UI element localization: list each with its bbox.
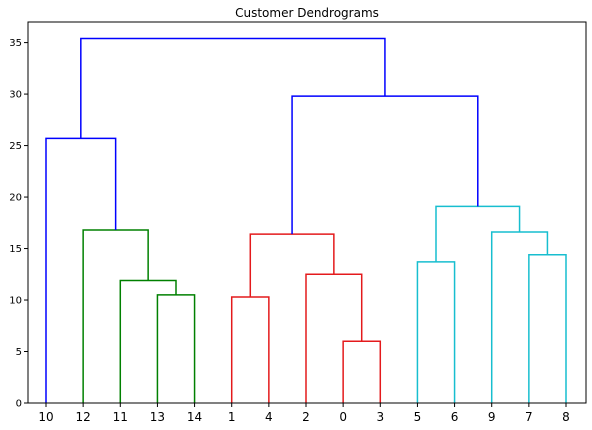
y-tick-label: 35 [9,38,22,49]
link-9-7+8 [490,231,549,403]
link-5+6-9+7+8 [435,205,521,262]
leaf-label: 0 [339,410,347,424]
y-tick-label: 10 [9,296,22,307]
y-tick-label: 30 [9,90,22,101]
leaf-label: 11 [113,410,128,424]
leaf-label: 10 [38,410,53,424]
link-2-0+3 [305,273,363,403]
link-12-11+13+14 [82,229,149,403]
leaf-label: 7 [525,410,533,424]
chart-title: Customer Dendrograms [235,6,379,20]
leaf-label: 12 [76,410,91,424]
link-13-14 [156,294,196,403]
link-11-13+14 [119,279,177,403]
leaf-label: 3 [376,410,384,424]
link-10-12+11+13+14 [45,137,117,403]
leaf-label: 8 [562,410,570,424]
y-tick-label: 0 [16,399,22,410]
link-7-8 [528,253,567,403]
leaf-label: 2 [302,410,310,424]
link-1+4+2+0+3-5+6+9+7+8 [291,95,479,235]
link-1+4-2+0+3 [249,233,335,297]
link-5-6 [416,261,456,403]
plot-frame [27,21,587,404]
y-tick-label: 5 [16,347,22,358]
link-10+12+11+13+14-1+4+2+0+3+5+6+9+7+8 [80,37,386,139]
y-tick-label: 15 [9,244,22,255]
leaf-label: 13 [150,410,165,424]
leaf-label: 5 [414,410,422,424]
dendrogram-links [45,37,567,403]
y-tick-label: 20 [9,193,22,204]
leaf-label: 1 [228,410,236,424]
y-tick-label: 25 [9,141,22,152]
leaf-label: 14 [187,410,202,424]
link-0-3 [342,340,382,403]
leaf-label: 6 [451,410,459,424]
link-1-4 [230,296,270,403]
leaf-label: 4 [265,410,273,424]
leaf-label: 9 [488,410,496,424]
